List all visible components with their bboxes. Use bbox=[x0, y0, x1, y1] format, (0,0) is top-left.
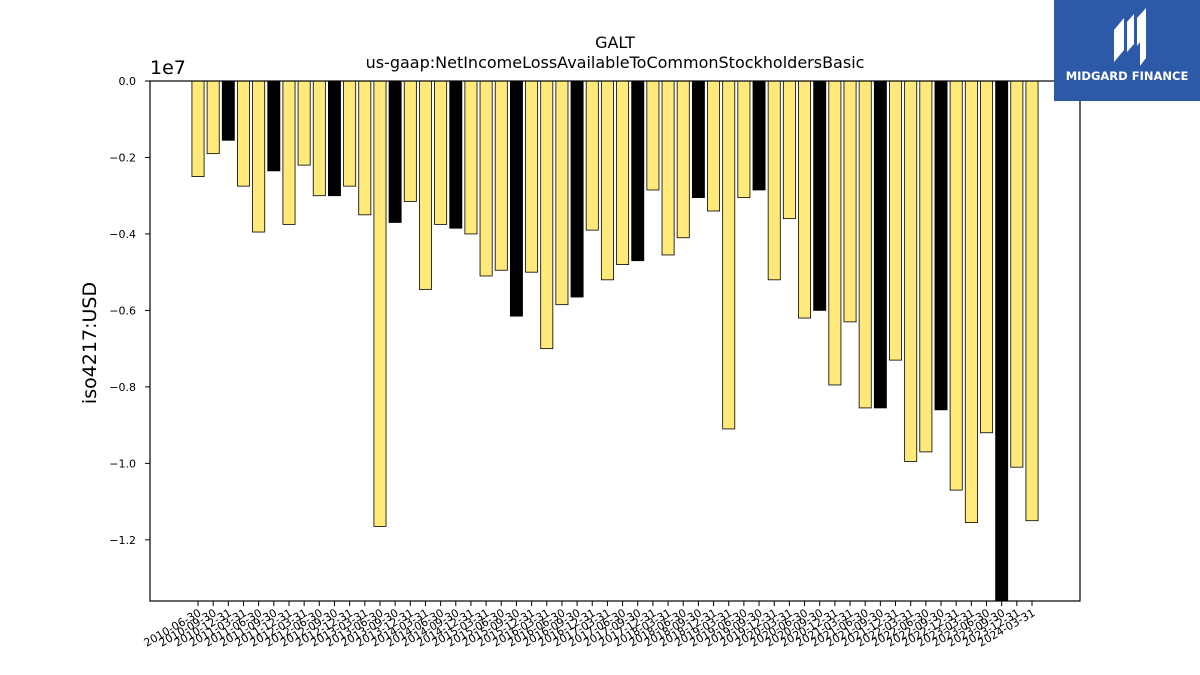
bar-2023-03-31 bbox=[964, 80, 978, 524]
bar-2022-09-30 bbox=[934, 80, 948, 411]
bar-2020-09-30 bbox=[813, 80, 827, 311]
bar-2013-12-31 bbox=[403, 80, 417, 202]
bar-2015-06-30 bbox=[494, 80, 508, 271]
bar-2018-06-30 bbox=[676, 80, 690, 239]
mf-logo-icon bbox=[1114, 8, 1146, 66]
plot-frame bbox=[149, 80, 1081, 602]
midgard-finance-logo: MIDGARD FINANCE bbox=[1054, 0, 1200, 101]
bar-2016-09-30 bbox=[570, 80, 584, 298]
bar-2023-09-30 bbox=[995, 80, 1009, 602]
bar-2012-12-31 bbox=[343, 80, 357, 187]
bar-2018-03-31 bbox=[661, 80, 675, 256]
bar-2013-06-30 bbox=[373, 80, 387, 527]
bar-2021-06-30 bbox=[858, 80, 872, 409]
bar-2022-12-31 bbox=[949, 80, 963, 491]
bar-2016-06-30 bbox=[555, 80, 569, 306]
y-axis-label: iso4217:USD bbox=[79, 282, 101, 404]
bar-2014-03-31 bbox=[418, 80, 432, 290]
bar-2020-12-31 bbox=[828, 80, 842, 386]
bar-2024-03-31 bbox=[1025, 80, 1039, 522]
bar-2020-06-30 bbox=[798, 80, 812, 319]
bar-2018-09-30 bbox=[691, 80, 705, 199]
bar-2017-03-31 bbox=[600, 80, 614, 281]
bar-2019-09-30 bbox=[752, 80, 766, 191]
bar-2010-12-31 bbox=[221, 80, 235, 141]
chart-subtitle: us-gaap:NetIncomeLossAvailableToCommonSt… bbox=[366, 53, 865, 72]
bar-2017-12-31 bbox=[646, 80, 660, 191]
bar-2022-06-30 bbox=[919, 80, 933, 453]
y-tick-label: −0.4 bbox=[109, 228, 136, 241]
bar-2011-12-31 bbox=[282, 80, 296, 225]
bar-2012-06-30 bbox=[312, 80, 326, 197]
bar-2022-03-31 bbox=[904, 80, 918, 462]
bar-2016-03-31 bbox=[540, 80, 554, 350]
bar-2019-06-30 bbox=[737, 80, 751, 199]
y-tick-label: −0.6 bbox=[109, 304, 136, 317]
y-scale-label: 1e7 bbox=[150, 57, 186, 79]
bar-2010-06-30 bbox=[191, 80, 205, 177]
bar-2017-06-30 bbox=[616, 80, 630, 265]
bar-2014-12-31 bbox=[464, 80, 478, 235]
bar-2010-09-30 bbox=[206, 80, 220, 155]
bar-2012-03-31 bbox=[297, 80, 311, 166]
bar-2017-09-30 bbox=[631, 80, 645, 262]
bar-2014-09-30 bbox=[449, 80, 463, 229]
bar-2015-09-30 bbox=[509, 80, 523, 317]
bar-2012-09-30 bbox=[328, 80, 341, 197]
bar-2013-09-30 bbox=[388, 80, 402, 223]
bar-2023-12-31 bbox=[1010, 80, 1024, 468]
chart-title: GALT bbox=[595, 33, 635, 52]
bar-2021-03-31 bbox=[843, 80, 857, 323]
bar-2013-03-31 bbox=[358, 80, 372, 216]
y-tick-label: −1.2 bbox=[109, 534, 136, 547]
logo-text: MIDGARD FINANCE bbox=[1065, 69, 1189, 83]
y-tick-label: −0.2 bbox=[109, 151, 136, 164]
bar-2023-06-30 bbox=[980, 80, 993, 434]
bar-2016-12-31 bbox=[585, 80, 599, 231]
bar-2019-03-31 bbox=[722, 80, 736, 430]
bar-2020-03-31 bbox=[782, 80, 796, 220]
bar-2014-06-30 bbox=[434, 80, 448, 225]
bar-2015-12-31 bbox=[525, 80, 539, 273]
y-tick-label: −0.8 bbox=[109, 381, 136, 394]
y-tick-label: −1.0 bbox=[109, 457, 136, 470]
bar-2011-06-30 bbox=[252, 80, 266, 233]
bar-2021-12-31 bbox=[889, 80, 902, 361]
bar-2011-09-30 bbox=[267, 80, 281, 172]
bar-2018-12-31 bbox=[707, 80, 721, 212]
y-tick-label: 0.0 bbox=[119, 75, 137, 88]
bar-2015-03-31 bbox=[479, 80, 493, 277]
bar-2019-12-31 bbox=[767, 80, 781, 281]
bar-2011-03-31 bbox=[237, 80, 250, 187]
bar-2021-09-30 bbox=[873, 80, 887, 409]
